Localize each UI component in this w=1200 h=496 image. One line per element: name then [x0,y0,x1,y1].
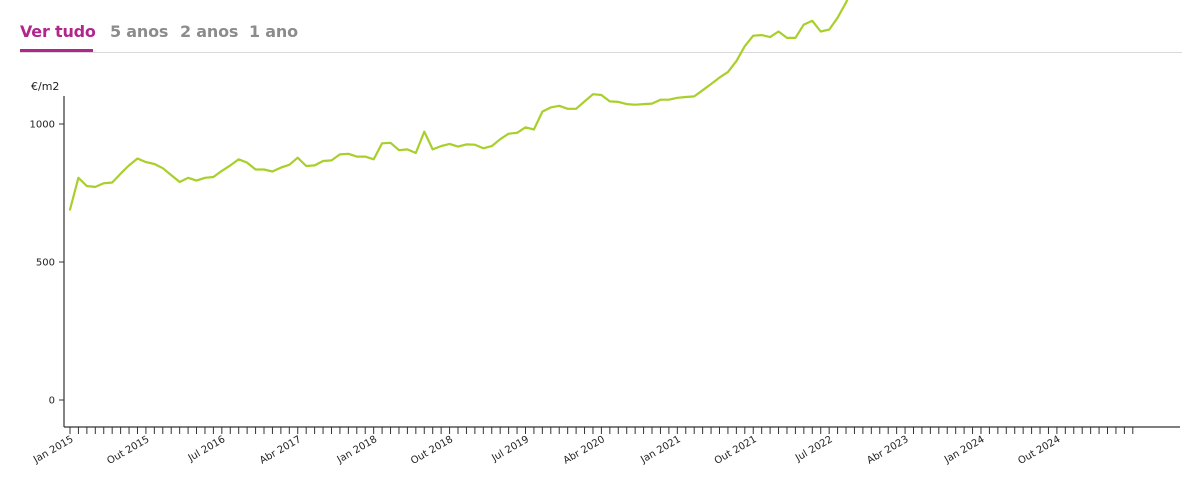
tab-1-ano[interactable]: 1 ano [249,22,298,41]
x-tick-label: Jan 2015 [31,434,76,466]
period-tabs: Ver tudo 5 anos 2 anos 1 ano [20,0,1182,53]
y-tick-label: 500 [36,258,55,269]
tab-5-anos[interactable]: 5 anos [110,22,169,41]
x-tick-label: Abr 2023 [865,434,910,466]
x-tick-label: Abr 2017 [258,434,303,466]
x-tick-label: Abr 2020 [562,434,607,466]
y-tick-label: 0 [49,396,55,407]
x-tick-label: Jul 2016 [186,434,228,464]
x-tick-label: Jul 2019 [489,434,531,464]
y-tick-label: 1000 [30,120,55,131]
series-layer [68,0,849,211]
x-tick-label: Jan 2021 [638,434,683,466]
x-tick-label: Out 2021 [713,434,759,467]
x-tick-label: Jan 2018 [335,434,380,466]
tab-2-anos[interactable]: 2 anos [180,22,239,41]
x-tick-label: Out 2018 [409,434,455,467]
y-axis-label: €/m2 [31,80,59,93]
x-tick-label: Jan 2024 [942,434,987,466]
x-tick-label: Out 2015 [105,434,151,467]
series-line [68,0,849,211]
tab-ver-tudo[interactable]: Ver tudo [20,22,96,41]
active-tab-underline [20,49,93,52]
x-tick-label: Out 2024 [1016,434,1062,467]
x-tick-label: Jul 2022 [793,434,835,464]
